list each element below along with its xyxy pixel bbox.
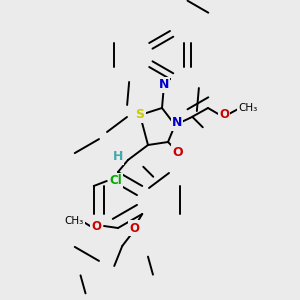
Text: S: S (136, 109, 145, 122)
Text: N: N (159, 79, 169, 92)
Text: O: O (173, 146, 183, 158)
Text: CH₃: CH₃ (238, 103, 258, 113)
Text: Cl: Cl (110, 175, 122, 188)
Text: H: H (113, 151, 123, 164)
Text: N: N (172, 116, 182, 130)
Text: O: O (91, 220, 101, 232)
Text: O: O (129, 221, 139, 235)
Text: CH₃: CH₃ (64, 216, 84, 226)
Text: O: O (219, 109, 229, 122)
